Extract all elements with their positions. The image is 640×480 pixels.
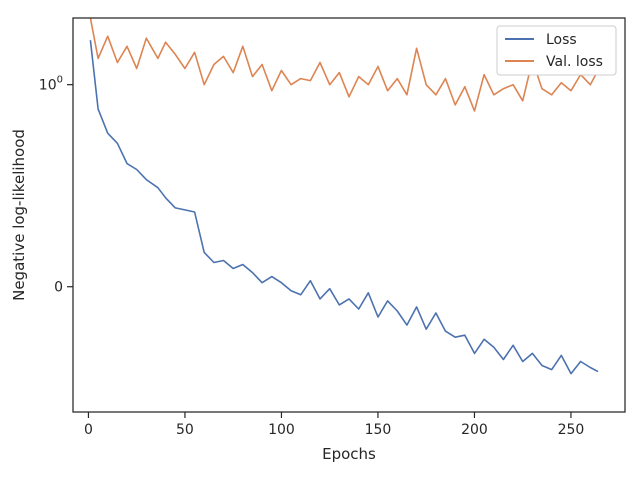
x-axis-title: Epochs bbox=[322, 445, 376, 463]
y-tick-label: 100 bbox=[39, 75, 63, 94]
x-tick-label: 50 bbox=[176, 422, 194, 438]
x-tick-label: 0 bbox=[84, 422, 93, 438]
y-axis-ticks: 0 100 bbox=[39, 75, 73, 296]
y-axis-title: Negative log-likelihood bbox=[10, 129, 28, 301]
x-tick-label: 200 bbox=[461, 422, 488, 438]
x-tick-label: 100 bbox=[268, 422, 295, 438]
legend-label-val-loss: Val. loss bbox=[546, 54, 603, 70]
plot-frame bbox=[72, 17, 626, 413]
plot-background bbox=[73, 18, 625, 412]
series-line-val-loss bbox=[89, 17, 599, 112]
x-axis-ticks: 0 50 100 150 200 250 bbox=[84, 412, 584, 438]
y-tick-label: 0 bbox=[54, 280, 63, 296]
x-tick-label: 250 bbox=[558, 422, 585, 438]
series-layer bbox=[89, 17, 599, 375]
series-line-loss bbox=[89, 40, 599, 375]
legend: Loss Val. loss bbox=[496, 25, 617, 76]
legend-label-loss: Loss bbox=[546, 32, 577, 48]
x-tick-label: 150 bbox=[365, 422, 392, 438]
